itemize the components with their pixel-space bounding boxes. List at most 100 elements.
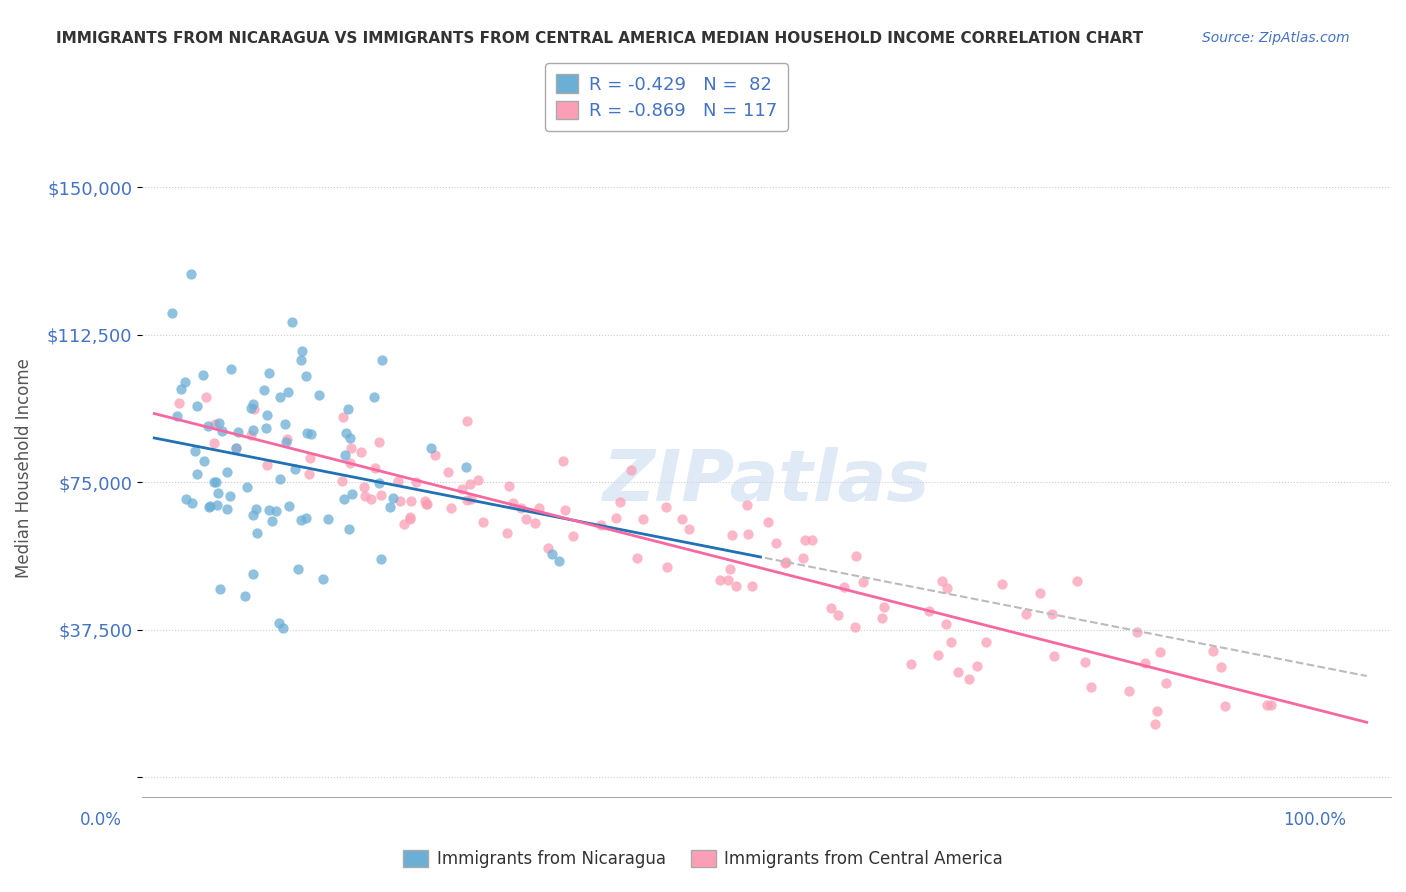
Point (872, 611, 894, 625)
Point (820, 601, 842, 615)
Point (1211, 660, 1233, 674)
Point (794, 533, 817, 547)
Point (873, 599, 896, 614)
Point (737, 526, 759, 541)
Point (254, 421, 277, 435)
Point (957, 672, 980, 686)
Point (605, 510, 627, 524)
Point (186, 467, 208, 482)
Point (269, 472, 291, 486)
Point (277, 384, 299, 399)
Point (437, 465, 460, 479)
Point (274, 434, 297, 449)
Text: ZIPatlas: ZIPatlas (603, 447, 931, 516)
Point (1133, 656, 1156, 670)
Point (350, 445, 373, 459)
Point (245, 502, 267, 516)
Point (1073, 655, 1095, 669)
Point (266, 504, 288, 518)
Point (496, 526, 519, 541)
Point (536, 541, 558, 555)
Point (291, 343, 314, 358)
Point (340, 441, 363, 455)
Point (832, 580, 855, 594)
Point (207, 498, 229, 512)
Point (295, 425, 318, 440)
Point (387, 474, 409, 488)
Point (333, 448, 356, 462)
Point (800, 533, 823, 548)
Point (207, 486, 229, 500)
Point (242, 423, 264, 437)
Point (553, 454, 575, 468)
Point (718, 562, 741, 576)
Point (170, 382, 193, 396)
Point (368, 435, 391, 450)
Point (242, 508, 264, 523)
Point (709, 573, 731, 587)
Point (186, 400, 208, 414)
Point (242, 397, 264, 411)
Point (332, 409, 354, 424)
Point (191, 368, 214, 383)
Point (368, 475, 391, 490)
Text: 100.0%: 100.0% (1284, 811, 1346, 829)
Point (502, 496, 524, 510)
Point (935, 581, 957, 595)
Point (609, 495, 631, 509)
Text: IMMIGRANTS FROM NICARAGUA VS IMMIGRANTS FROM CENTRAL AMERICA MEDIAN HOUSEHOLD IN: IMMIGRANTS FROM NICARAGUA VS IMMIGRANTS … (56, 31, 1143, 46)
Point (1015, 607, 1038, 621)
Point (399, 511, 422, 525)
Y-axis label: Median Household Income: Median Household Income (15, 359, 32, 578)
Point (298, 467, 321, 481)
Point (336, 401, 359, 416)
Point (1118, 684, 1140, 698)
Point (225, 441, 247, 455)
Point (287, 562, 309, 576)
Point (295, 368, 318, 383)
Point (184, 443, 207, 458)
Point (180, 267, 202, 281)
Point (370, 552, 392, 566)
Point (654, 500, 676, 514)
Text: Source: ZipAtlas.com: Source: ZipAtlas.com (1202, 31, 1350, 45)
Point (413, 494, 436, 508)
Point (1040, 607, 1063, 621)
Point (678, 522, 700, 536)
Point (225, 441, 247, 455)
Point (276, 432, 298, 446)
Point (589, 518, 612, 533)
Point (166, 409, 188, 423)
Point (510, 500, 533, 515)
Point (498, 479, 520, 493)
Point (353, 480, 375, 494)
Point (1066, 574, 1088, 589)
Point (392, 516, 415, 531)
Point (332, 491, 354, 506)
Point (631, 512, 654, 526)
Point (991, 577, 1014, 591)
Point (298, 451, 321, 466)
Point (271, 621, 294, 635)
Point (844, 620, 866, 634)
Point (515, 512, 537, 526)
Point (935, 617, 957, 632)
Legend: R = -0.429   N =  82, R = -0.869   N = 117: R = -0.429 N = 82, R = -0.869 N = 117 (546, 63, 787, 131)
Point (193, 453, 215, 467)
Point (741, 579, 763, 593)
Point (363, 390, 385, 404)
Point (202, 435, 225, 450)
Point (180, 496, 202, 510)
Point (454, 459, 477, 474)
Point (211, 425, 233, 439)
Point (456, 492, 478, 507)
Point (226, 425, 249, 440)
Point (354, 490, 377, 504)
Point (253, 383, 276, 397)
Point (370, 352, 392, 367)
Point (339, 431, 361, 445)
Point (202, 475, 225, 489)
Point (205, 475, 228, 490)
Point (242, 566, 264, 581)
Point (773, 556, 796, 570)
